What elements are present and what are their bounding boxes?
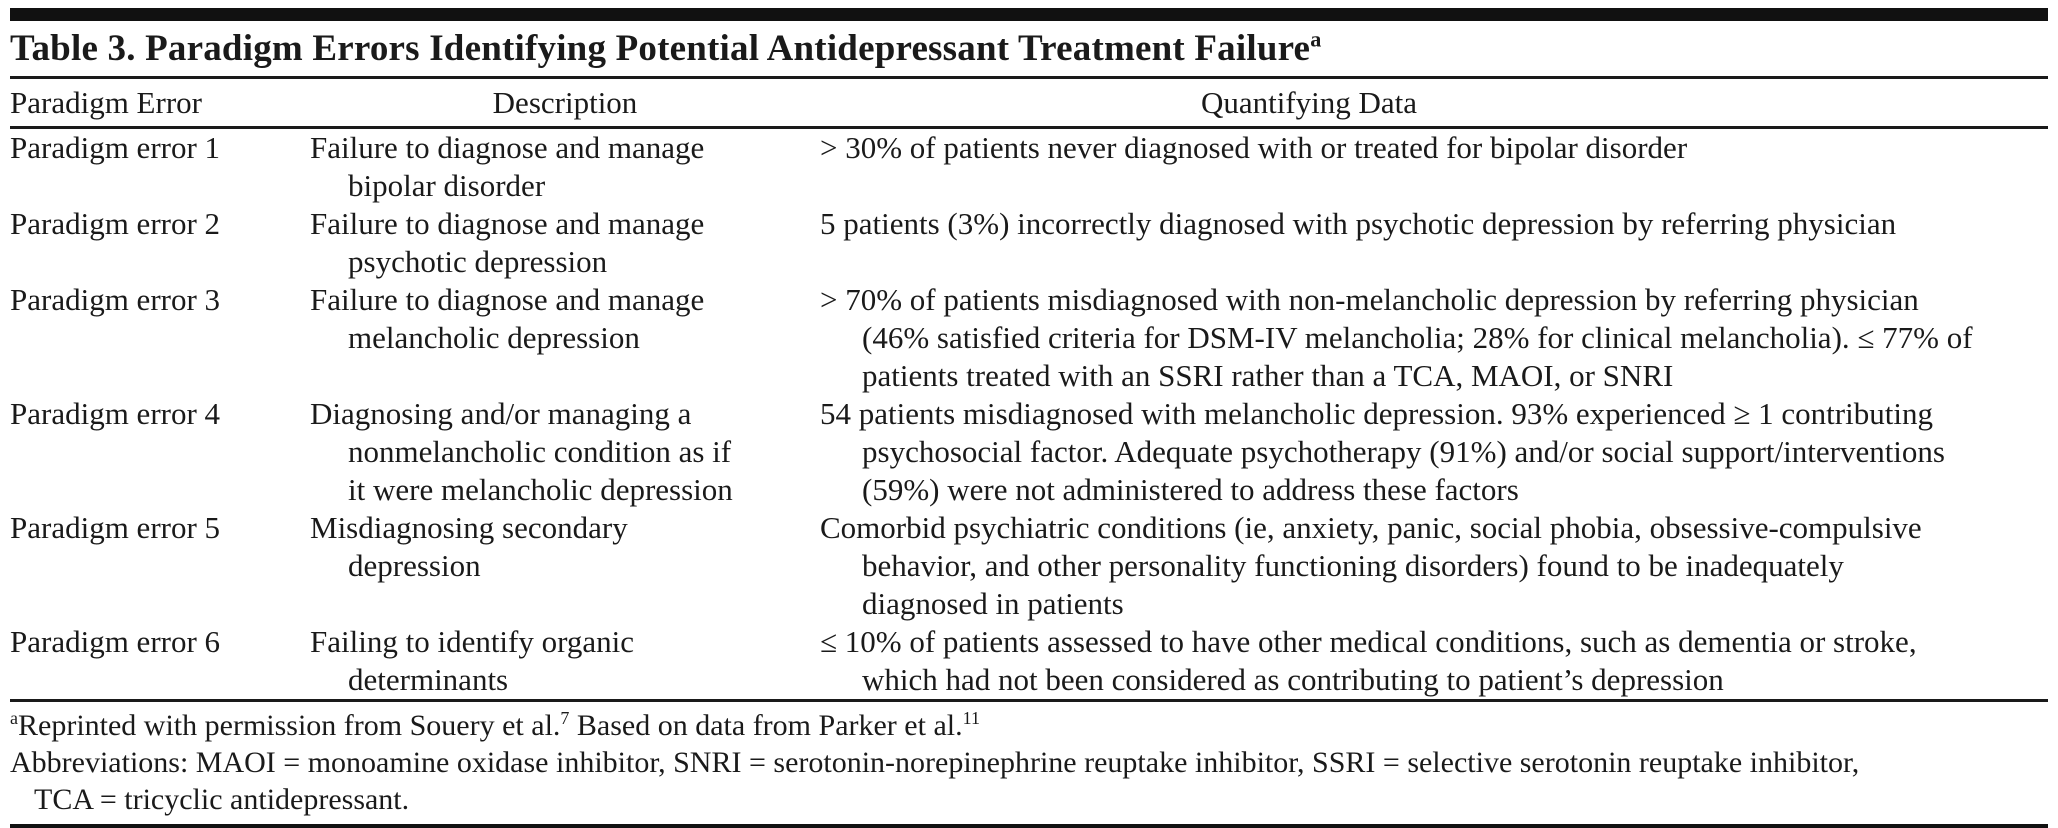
- cell-line: melancholic depression: [348, 320, 640, 355]
- cell-line: > 70% of patients misdiagnosed with non-…: [820, 282, 1919, 317]
- cell-line: Failure to diagnose and manage: [310, 282, 705, 317]
- cell-line: behavior, and other personality function…: [862, 548, 1844, 583]
- table-title-text: Table 3. Paradigm Errors Identifying Pot…: [10, 28, 1311, 69]
- table-header-row: Paradigm Error Description Quantifying D…: [10, 79, 2048, 126]
- table-row: Paradigm error 2 Failure to diagnose and …: [10, 205, 2048, 281]
- cell-line: Paradigm error 4: [10, 396, 221, 431]
- table-row: Paradigm error 5 Misdiagnosing secondary d…: [10, 509, 2048, 623]
- cell-line: (46% satisfied criteria for DSM-IV melan…: [862, 320, 1973, 355]
- paradigm-error-cell: Paradigm error 4: [10, 395, 310, 433]
- cell-line: Paradigm error 2: [10, 206, 221, 241]
- paradigm-error-cell: Paradigm error 2: [10, 205, 310, 243]
- cell-line: 54 patients misdiagnosed with melancholi…: [820, 396, 1933, 431]
- table-top-rule: [10, 8, 2048, 21]
- reference-superscript-7: 7: [560, 708, 570, 728]
- abbreviations-line: TCA = tricyclic antidepressant.: [34, 783, 410, 816]
- description-cell: Failure to diagnose and manage melancholi…: [310, 281, 820, 357]
- table-row: Paradigm error 3 Failure to diagnose and …: [10, 281, 2048, 395]
- description-cell: Failure to diagnose and manage bipolar di…: [310, 129, 820, 205]
- cell-line: Failure to diagnose and manage: [310, 206, 705, 241]
- table-footnotes: aReprinted with permission from Souery e…: [10, 702, 2048, 824]
- table-bottom-rule: [10, 824, 2048, 828]
- cell-line: ≤ 10% of patients assessed to have other…: [820, 624, 1917, 659]
- cell-line: depression: [348, 548, 481, 583]
- footnote-top-rule: [10, 699, 2048, 702]
- cell-line: which had not been considered as contrib…: [862, 662, 1724, 697]
- cell-line: determinants: [348, 662, 509, 697]
- quantifying-data-cell: 5 patients (3%) incorrectly diagnosed wi…: [820, 205, 2048, 243]
- cell-line: 5 patients (3%) incorrectly diagnosed wi…: [820, 206, 1897, 241]
- cell-line: it were melancholic depression: [348, 472, 733, 507]
- description-cell: Failure to diagnose and manage psychotic …: [310, 205, 820, 281]
- quantifying-data-cell: 54 patients misdiagnosed with melancholi…: [820, 395, 2048, 509]
- cell-line: bipolar disorder: [348, 168, 546, 203]
- cell-line: diagnosed in patients: [862, 586, 1124, 621]
- table-row: Paradigm error 4 Diagnosing and/or managi…: [10, 395, 2048, 509]
- table-row: Paradigm error 6 Failing to identify orga…: [10, 623, 2048, 699]
- column-header-paradigm-error: Paradigm Error: [10, 84, 202, 120]
- quantifying-data-cell: ≤ 10% of patients assessed to have other…: [820, 623, 2048, 699]
- cell-line: Paradigm error 6: [10, 624, 221, 659]
- paradigm-error-cell: Paradigm error 6: [10, 623, 310, 661]
- paradigm-error-cell: Paradigm error 1: [10, 129, 310, 167]
- column-header-quantifying-data: Quantifying Data: [1200, 84, 1418, 120]
- paradigm-error-cell: Paradigm error 5: [10, 509, 310, 547]
- cell-line: Paradigm error 5: [10, 510, 221, 545]
- cell-line: nonmelancholic condition as if: [348, 434, 732, 469]
- cell-line: > 30% of patients never diagnosed with o…: [820, 130, 1688, 165]
- description-cell: Misdiagnosing secondary depression: [310, 509, 820, 585]
- cell-line: Paradigm error 3: [10, 282, 221, 317]
- cell-line: Comorbid psychiatric conditions (ie, anx…: [820, 510, 1922, 545]
- table-body: Paradigm error 1 Failure to diagnose and …: [10, 129, 2048, 699]
- header-top-rule: [10, 76, 2048, 79]
- quantifying-data-cell: > 70% of patients misdiagnosed with non-…: [820, 281, 2048, 395]
- footnote-marker-a: a: [10, 708, 18, 728]
- cell-line: Diagnosing and/or managing a: [310, 396, 692, 431]
- cell-line: Failing to identify organic: [310, 624, 635, 659]
- abbreviations-line: Abbreviations: MAOI = monoamine oxidase …: [10, 746, 1860, 779]
- cell-line: Paradigm error 1: [10, 130, 221, 165]
- paradigm-error-cell: Paradigm error 3: [10, 281, 310, 319]
- column-header-description: Description: [492, 84, 638, 120]
- quantifying-data-cell: Comorbid psychiatric conditions (ie, anx…: [820, 509, 2048, 623]
- header-bottom-rule: [10, 126, 2048, 129]
- cell-line: Misdiagnosing secondary: [310, 510, 628, 545]
- reference-superscript-11: 11: [962, 708, 980, 728]
- description-cell: Diagnosing and/or managing a nonmelanchol…: [310, 395, 820, 509]
- quantifying-data-cell: > 30% of patients never diagnosed with o…: [820, 129, 2048, 167]
- cell-line: psychosocial factor. Adequate psychother…: [862, 434, 1945, 469]
- reprint-footnote-text-2: Based on data from Parker et al.: [569, 709, 963, 742]
- table-title-footnote-marker: a: [1310, 26, 1322, 52]
- table-row: Paradigm error 1 Failure to diagnose and …: [10, 129, 2048, 205]
- abbreviations-footnote: Abbreviations: MAOI = monoamine oxidase …: [10, 744, 2048, 818]
- reprint-footnote-text-1: Reprinted with permission from Souery et…: [18, 709, 561, 742]
- description-cell: Failing to identify organic determinants: [310, 623, 820, 699]
- cell-line: (59%) were not administered to address t…: [862, 472, 1519, 507]
- table-title-row: Table 3. Paradigm Errors Identifying Pot…: [10, 21, 2048, 76]
- cell-line: psychotic depression: [348, 244, 608, 279]
- cell-line: patients treated with an SSRI rather tha…: [862, 358, 1674, 393]
- cell-line: Failure to diagnose and manage: [310, 130, 705, 165]
- reprint-footnote: aReprinted with permission from Souery e…: [10, 707, 2048, 744]
- table-title: Table 3. Paradigm Errors Identifying Pot…: [10, 27, 1321, 70]
